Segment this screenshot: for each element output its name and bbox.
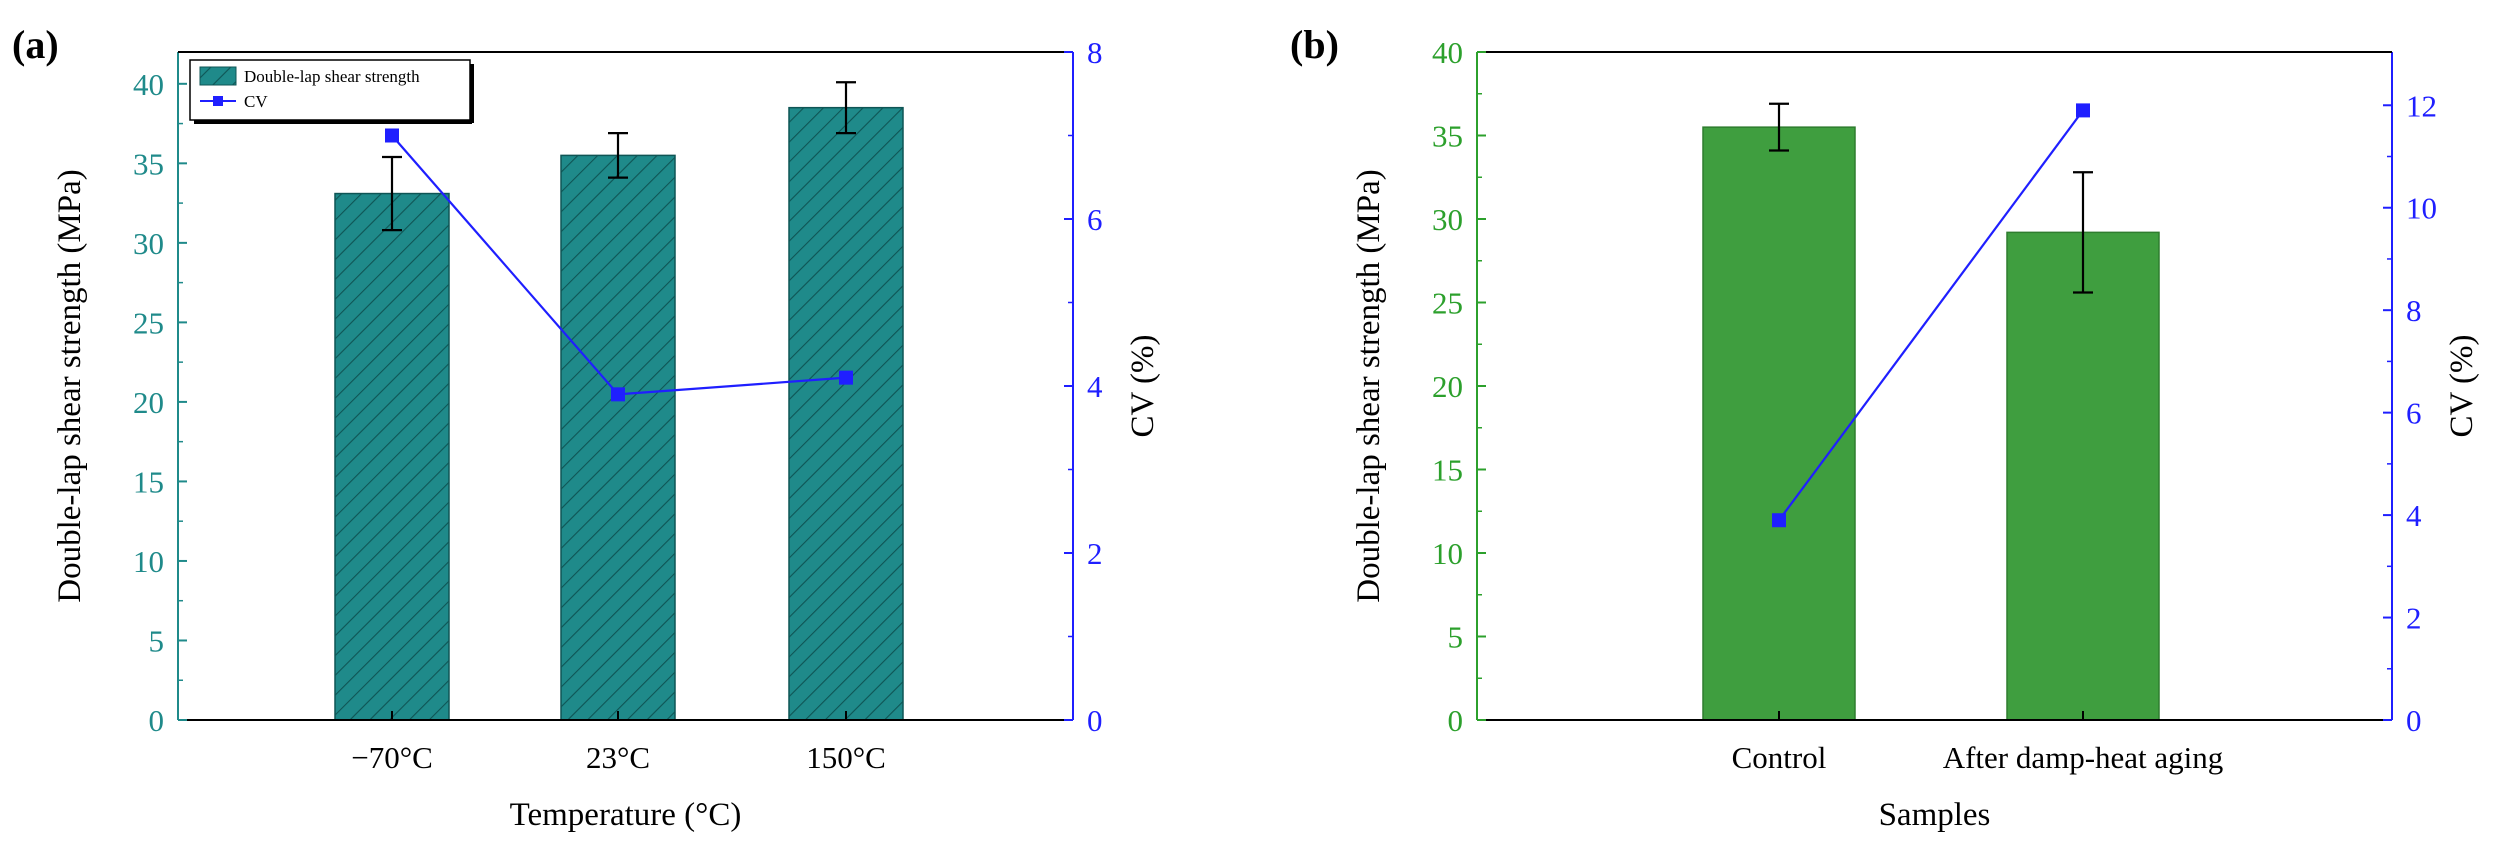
y2-tick-label: 0: [2406, 703, 2422, 738]
error-bar: [382, 155, 402, 232]
y-tick-label: 35: [1432, 119, 1463, 154]
legend: Double-lap shear strength CV: [189, 59, 474, 124]
y-tick-label: 35: [133, 146, 164, 181]
y2-tick-label: 2: [1087, 536, 1103, 571]
error-bar: [836, 81, 856, 135]
bar: [560, 154, 676, 721]
y2-tick-label: 6: [2406, 396, 2422, 431]
x-axis-title: Temperature (°C): [510, 797, 742, 833]
y-tick-label: 10: [133, 544, 164, 579]
error-bar: [2073, 171, 2093, 294]
x-tick-label: After damp-heat aging: [1943, 740, 2224, 775]
panel-label: (b): [1290, 22, 1339, 67]
x-tick-label: 23°C: [586, 740, 650, 775]
panel-label: (a): [12, 22, 59, 67]
legend-label: Double-lap shear strength: [244, 67, 420, 86]
y-tick-label: 15: [133, 464, 164, 499]
y-tick-label: 25: [1432, 286, 1463, 321]
x-tick-label: Control: [1732, 740, 1827, 775]
y2-tick-label: 8: [2406, 293, 2422, 328]
y2-tick-label: 6: [1087, 202, 1103, 237]
y-axis-title: Double-lap shear strength (MPa): [1351, 169, 1387, 602]
x-tick-label: 150°C: [806, 740, 886, 775]
y-tick-label: 40: [1432, 35, 1463, 70]
y2-tick-label: 4: [1087, 369, 1103, 404]
y-tick-label: 25: [133, 305, 164, 340]
y2-tick-label: 10: [2406, 191, 2437, 226]
bar: [2006, 231, 2160, 721]
y2-tick-label: 0: [1087, 703, 1103, 738]
y2-tick-label: 2: [2406, 601, 2422, 636]
legend-label: CV: [244, 92, 268, 111]
y-tick-label: 10: [1432, 536, 1463, 571]
y-tick-label: 15: [1432, 453, 1463, 488]
y-tick-label: 20: [133, 385, 164, 420]
cv-point: [1772, 513, 1786, 528]
y-tick-label: 30: [1432, 202, 1463, 237]
chart-panel-a: (a) 0 5 10 15 20 25 30 35 40 0 2 4 6 8 −70°C 23°C 150°C Do…: [12, 22, 1161, 833]
error-bar: [1769, 102, 1789, 152]
y-tick-label: 0: [1448, 703, 1464, 738]
legend-swatch-bar: [199, 66, 237, 86]
cv-point: [385, 128, 399, 143]
y-axis-title: Double-lap shear strength (MPa): [52, 169, 88, 602]
bar: [788, 106, 904, 721]
y-tick-label: 30: [133, 226, 164, 261]
bar: [334, 192, 450, 721]
cv-point: [611, 387, 625, 402]
chart-panel-b: (b) 0 5 10 15 20 25 30 35 40 0 2 4 6 8 10 12 Control After…: [1290, 22, 2480, 833]
y-tick-label: 40: [133, 67, 164, 102]
legend-swatch-marker: [213, 96, 223, 106]
y2-tick-label: 8: [1087, 35, 1103, 70]
y2-tick-label: 4: [2406, 498, 2422, 533]
error-bar: [608, 132, 628, 179]
cv-series-line: [1778, 109, 2084, 521]
y-tick-label: 5: [149, 623, 165, 658]
y2-tick-label: 12: [2406, 88, 2437, 123]
cv-point: [2076, 103, 2090, 118]
x-axis-title: Samples: [1879, 797, 1991, 833]
legend-box: [189, 59, 471, 121]
y-tick-label: 20: [1432, 369, 1463, 404]
y-tick-label: 5: [1448, 620, 1464, 655]
cv-point: [839, 370, 853, 385]
bar: [1702, 126, 1856, 721]
y2-axis-title: CV (%): [2444, 335, 2480, 438]
x-tick-label: −70°C: [351, 740, 433, 775]
y-tick-label: 0: [149, 703, 165, 738]
y2-axis-title: CV (%): [1125, 335, 1161, 438]
